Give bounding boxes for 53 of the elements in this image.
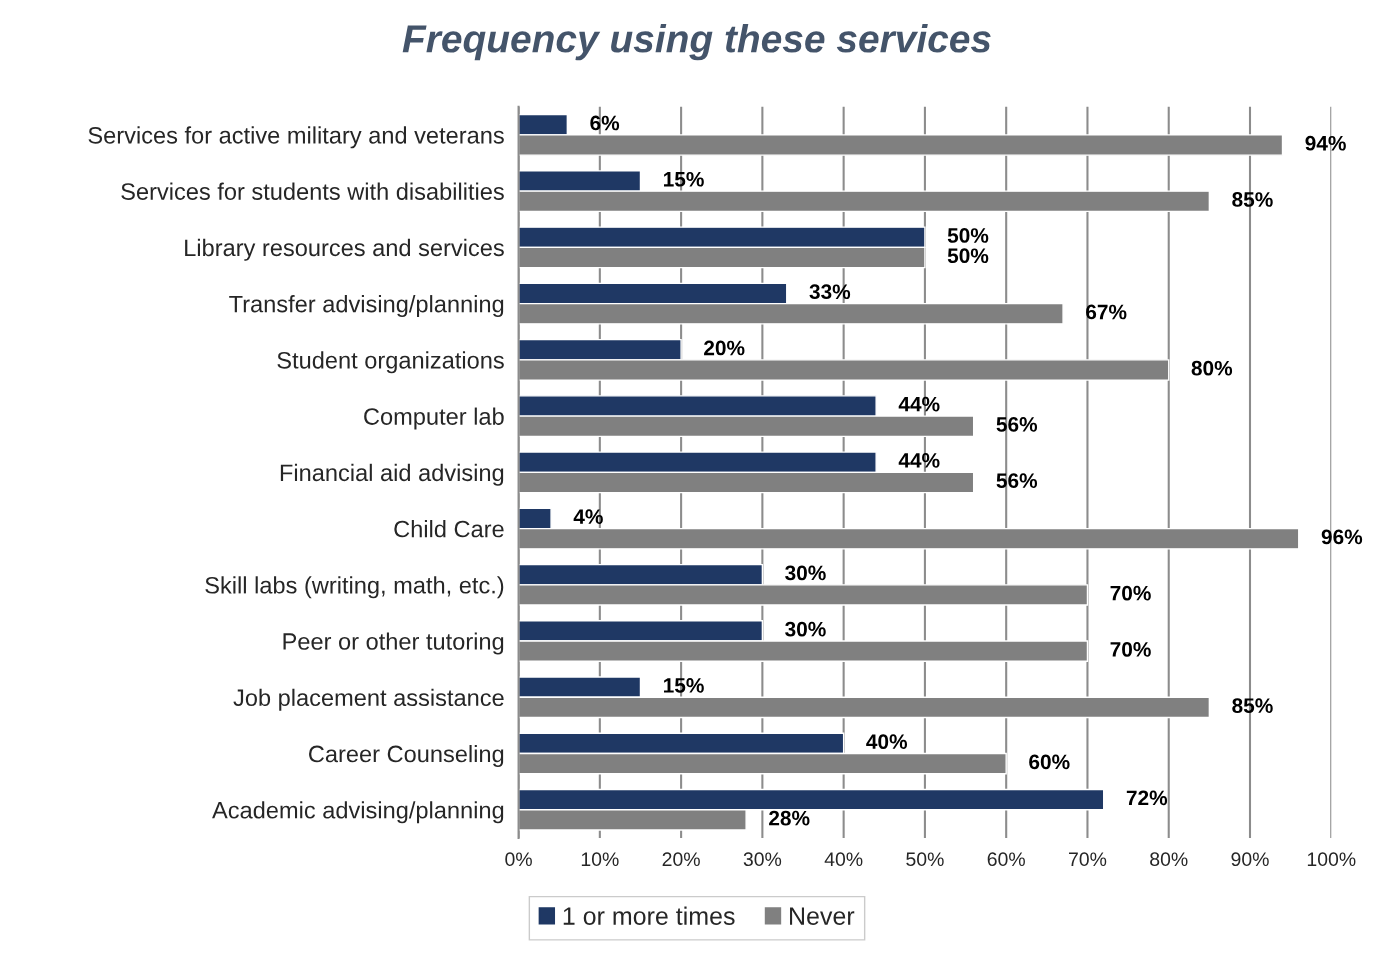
data-label: 30% (785, 621, 826, 637)
legend-label: 1 or more times (563, 906, 735, 925)
data-label: 30% (785, 565, 826, 581)
y-tick-label: Financial aid advising (280, 463, 504, 486)
x-tick-label: 0% (505, 852, 532, 867)
y-tick-label: Peer or other tutoring (283, 632, 504, 655)
y-tick-label: Academic advising/planning (212, 801, 504, 824)
chart-title: Frequency using these services (402, 24, 991, 61)
x-tick-label: 20% (662, 852, 700, 867)
data-label: 15% (664, 678, 704, 693)
y-tick-label: Skill labs (writing, math, etc.) (205, 576, 504, 599)
x-tick-label: 10% (581, 852, 619, 867)
data-label: 70% (1110, 585, 1151, 601)
legend-label: Never (790, 907, 855, 925)
data-label: 33% (809, 284, 851, 300)
x-tick-label: 70% (1069, 852, 1107, 867)
y-tick-label: Job placement assistance (233, 688, 504, 711)
data-label: 72% (1126, 790, 1168, 806)
y-tick-label: Library resources and services (185, 238, 504, 261)
data-label: 94% (1305, 135, 1346, 151)
x-tick-label: 40% (824, 852, 863, 867)
data-label: 80% (1191, 360, 1233, 376)
data-label: 6% (590, 115, 620, 131)
data-label: 44% (898, 453, 940, 468)
data-label: 4% (573, 509, 603, 525)
x-tick-label: 80% (1150, 852, 1188, 867)
y-tick-label: Services for students with disabilities (121, 182, 504, 200)
data-label: 50% (947, 228, 989, 243)
x-tick-label: 50% (906, 852, 944, 867)
y-tick-label: Transfer advising/planning (229, 295, 504, 318)
x-tick-label: 100% (1307, 852, 1356, 867)
y-tick-label: Computer lab (364, 407, 504, 430)
y-tick-label: Child Care (394, 520, 504, 538)
data-label: 15% (664, 171, 704, 187)
x-tick-label: 30% (743, 852, 782, 867)
y-tick-label: Career Counseling (309, 744, 504, 767)
data-label: 50% (947, 248, 989, 264)
data-label: 20% (704, 340, 745, 356)
data-label: 96% (1321, 529, 1363, 545)
data-label: 56% (996, 473, 1038, 489)
data-label: 85% (1232, 192, 1273, 207)
data-label: 40% (866, 734, 908, 750)
y-tick-label: Student organizations (277, 351, 504, 374)
data-label: 44% (898, 396, 940, 412)
data-label: 28% (769, 810, 810, 826)
x-tick-label: 60% (987, 852, 1025, 867)
data-label: 85% (1232, 698, 1273, 714)
x-tick-label: 90% (1231, 852, 1269, 867)
data-label: 56% (996, 417, 1038, 432)
data-label: 70% (1110, 642, 1151, 657)
data-label: 67% (1086, 304, 1127, 320)
y-tick-label: Services for active military and veterans (88, 126, 504, 149)
data-label: 60% (1029, 754, 1070, 770)
